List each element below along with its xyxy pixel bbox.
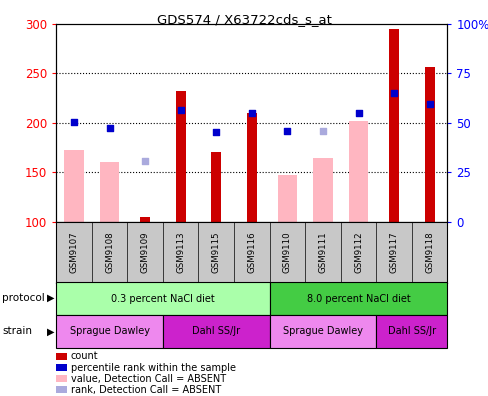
Bar [175,91,185,222]
Text: GSM9113: GSM9113 [176,232,185,273]
Bar [277,175,297,222]
Text: Dahl SS/Jr: Dahl SS/Jr [192,326,240,337]
Bar [246,113,256,222]
Point [389,90,397,96]
Text: 8.0 percent NaCl diet: 8.0 percent NaCl diet [306,293,409,304]
Text: rank, Detection Call = ABSENT: rank, Detection Call = ABSENT [71,385,221,395]
Bar [388,29,398,222]
Bar [140,217,150,222]
Bar [64,150,83,222]
Text: value, Detection Call = ABSENT: value, Detection Call = ABSENT [71,374,225,384]
Text: GSM9108: GSM9108 [105,232,114,273]
Text: GDS574 / X63722cds_s_at: GDS574 / X63722cds_s_at [157,13,331,26]
Text: ▶: ▶ [47,326,55,337]
Bar [56,282,269,315]
Bar [269,282,447,315]
Text: ▶: ▶ [47,293,55,303]
Text: GSM9111: GSM9111 [318,232,327,273]
Point [247,110,255,116]
Bar [163,315,269,348]
Point [425,101,433,107]
Text: 0.3 percent NaCl diet: 0.3 percent NaCl diet [111,293,214,304]
Text: Dahl SS/Jr: Dahl SS/Jr [387,326,435,337]
Bar [424,67,434,222]
Text: GSM9117: GSM9117 [389,232,398,273]
Bar [56,315,163,348]
Text: Sprague Dawley: Sprague Dawley [69,326,149,337]
Bar [348,121,367,222]
Text: GSM9116: GSM9116 [247,232,256,273]
Bar [376,315,447,348]
Point [354,110,362,116]
Text: GSM9115: GSM9115 [211,232,220,273]
Text: strain: strain [2,326,32,337]
Point [283,128,291,134]
Bar [100,162,119,222]
Bar [312,158,332,222]
Text: percentile rank within the sample: percentile rank within the sample [71,363,235,373]
Point [212,128,220,135]
Text: GSM9118: GSM9118 [424,232,433,273]
Text: GSM9109: GSM9109 [141,232,149,273]
Text: count: count [71,352,98,362]
Point [177,107,184,113]
Point [141,158,149,165]
Point [318,128,326,134]
Bar [211,152,221,222]
Bar [269,315,376,348]
Point [105,124,113,131]
Text: GSM9112: GSM9112 [353,232,362,273]
Text: GSM9110: GSM9110 [283,232,291,273]
Point [70,118,78,125]
Text: Sprague Dawley: Sprague Dawley [283,326,362,337]
Text: protocol: protocol [2,293,45,303]
Text: GSM9107: GSM9107 [69,232,79,273]
